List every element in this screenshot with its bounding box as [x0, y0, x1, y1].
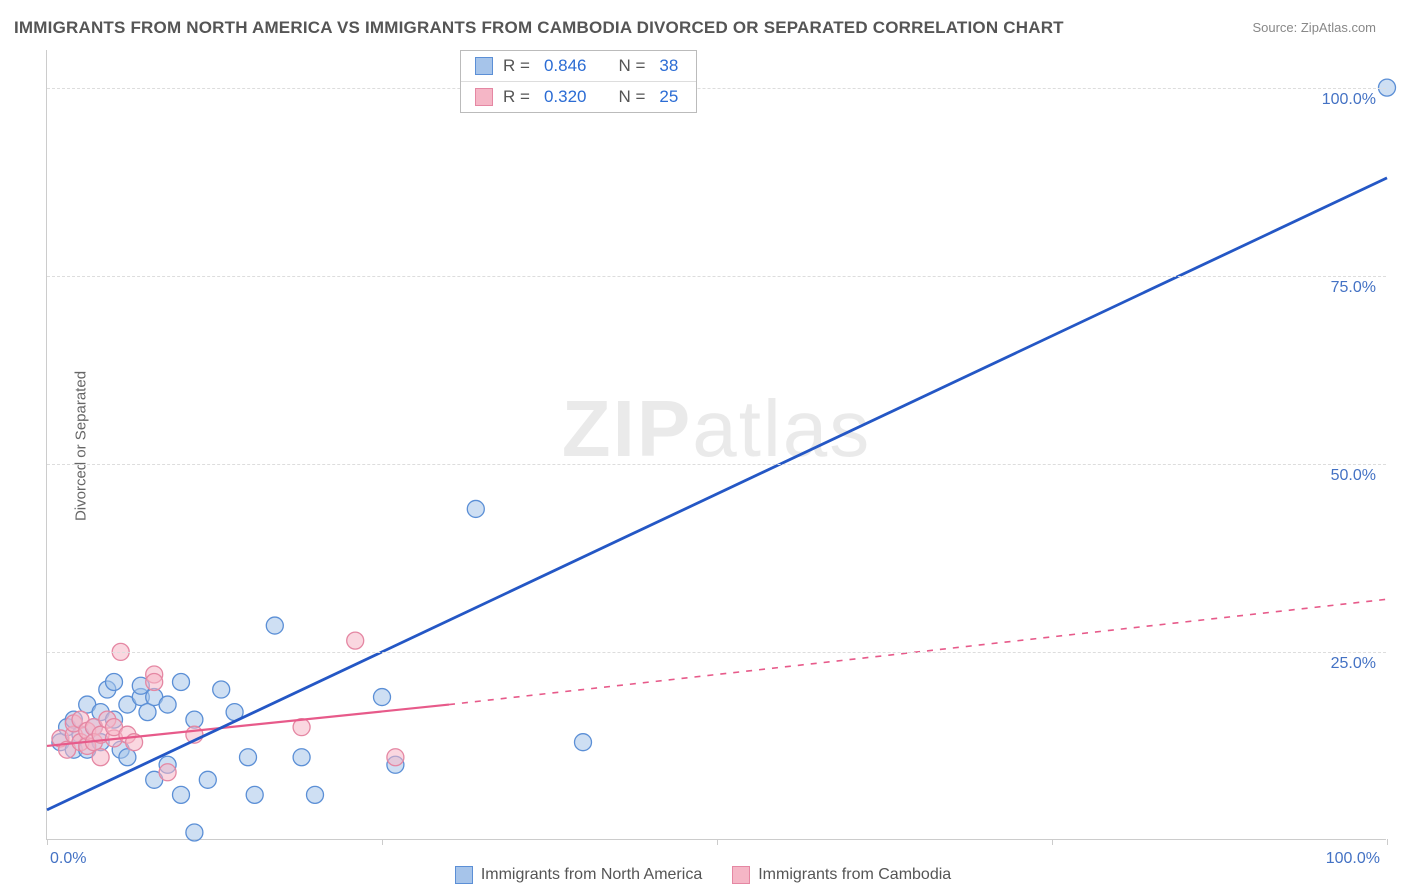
gridline — [47, 652, 1386, 653]
data-point — [159, 696, 176, 713]
x-tick — [717, 839, 718, 845]
y-tick-label: 100.0% — [1322, 91, 1376, 109]
x-tick — [47, 839, 48, 845]
data-point — [146, 674, 163, 691]
data-point — [467, 500, 484, 517]
r-label: R = — [503, 56, 530, 76]
data-point — [246, 786, 263, 803]
y-tick-label: 25.0% — [1331, 655, 1376, 673]
gridline — [47, 276, 1386, 277]
n-value: 25 — [655, 87, 682, 107]
data-point — [173, 674, 190, 691]
gridline — [47, 88, 1386, 89]
source-label: Source: ZipAtlas.com — [1252, 20, 1376, 35]
data-point — [347, 632, 364, 649]
trend-line — [47, 178, 1387, 810]
plot-area: ZIPatlas 25.0%50.0%75.0%100.0% — [46, 50, 1386, 840]
data-point — [575, 734, 592, 751]
data-point — [293, 749, 310, 766]
swatch-pink-icon — [732, 866, 750, 884]
x-tick — [1052, 839, 1053, 845]
swatch-blue-icon — [455, 866, 473, 884]
bottom-legend: Immigrants from North America Immigrants… — [0, 866, 1406, 884]
data-point — [173, 786, 190, 803]
legend-label: Immigrants from Cambodia — [758, 866, 951, 884]
data-point — [374, 689, 391, 706]
n-label: N = — [618, 87, 645, 107]
y-tick-label: 75.0% — [1331, 279, 1376, 297]
gridline — [47, 464, 1386, 465]
stats-legend-box: R = 0.846 N = 38 R = 0.320 N = 25 — [460, 50, 697, 113]
y-tick-label: 50.0% — [1331, 467, 1376, 485]
chart-title: IMMIGRANTS FROM NORTH AMERICA VS IMMIGRA… — [14, 18, 1064, 38]
data-point — [387, 749, 404, 766]
stats-row-series1: R = 0.846 N = 38 — [461, 51, 696, 82]
data-point — [199, 771, 216, 788]
data-point — [106, 674, 123, 691]
data-point — [186, 824, 203, 841]
data-point — [266, 617, 283, 634]
swatch-blue-icon — [475, 57, 493, 75]
n-value: 38 — [655, 56, 682, 76]
r-label: R = — [503, 87, 530, 107]
r-value: 0.846 — [540, 56, 591, 76]
x-tick — [1387, 839, 1388, 845]
data-point — [307, 786, 324, 803]
swatch-pink-icon — [475, 88, 493, 106]
r-value: 0.320 — [540, 87, 591, 107]
stats-row-series2: R = 0.320 N = 25 — [461, 82, 696, 112]
x-tick-high: 100.0% — [1326, 850, 1380, 868]
n-label: N = — [618, 56, 645, 76]
data-point — [213, 681, 230, 698]
x-tick-low: 0.0% — [50, 850, 86, 868]
legend-item-series2: Immigrants from Cambodia — [732, 866, 951, 884]
data-point — [159, 764, 176, 781]
data-point — [92, 749, 109, 766]
legend-label: Immigrants from North America — [481, 866, 702, 884]
legend-item-series1: Immigrants from North America — [455, 866, 702, 884]
data-point — [240, 749, 257, 766]
scatter-svg — [47, 50, 1386, 839]
x-tick — [382, 839, 383, 845]
